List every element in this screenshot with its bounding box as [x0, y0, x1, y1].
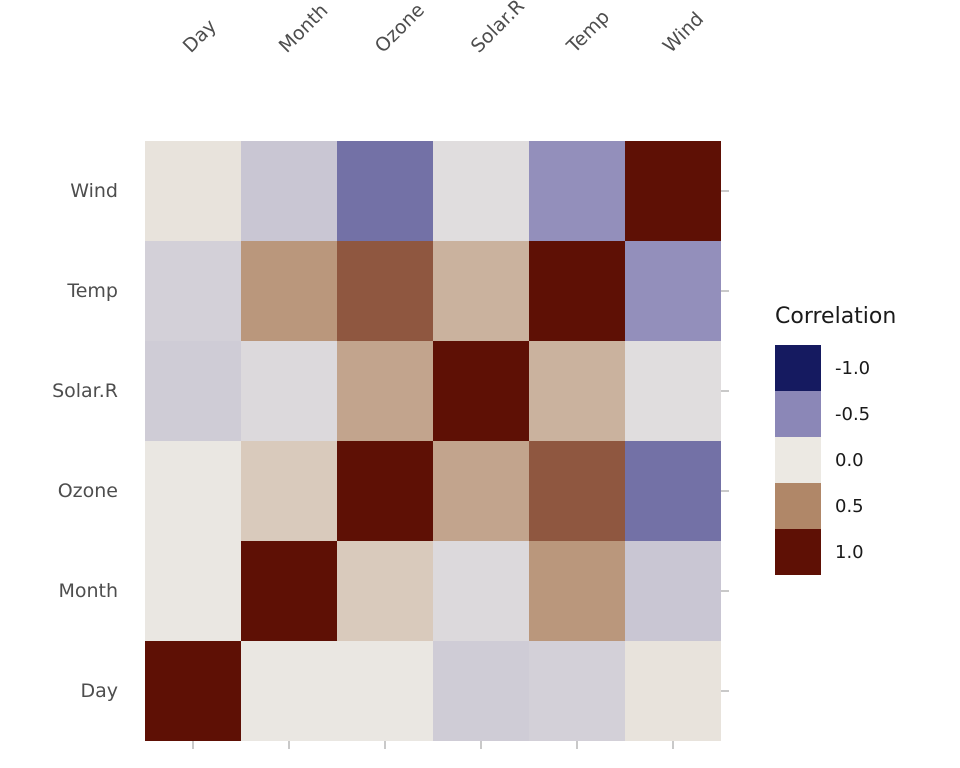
heatmap-cell — [145, 641, 241, 741]
heatmap-cell — [625, 641, 721, 741]
x-axis-label: Ozone — [370, 0, 429, 58]
y-axis-label: Temp — [67, 280, 118, 302]
legend-entry: 1.0 — [775, 529, 896, 575]
heatmap-cell — [625, 341, 721, 441]
heatmap-cell — [625, 241, 721, 341]
axis-tick — [721, 690, 729, 692]
axis-tick — [384, 741, 386, 749]
legend-swatch — [775, 391, 821, 437]
heatmap-cell — [337, 641, 433, 741]
y-axis-label: Ozone — [57, 480, 118, 502]
y-axis-label: Day — [80, 680, 118, 702]
heatmap-cell — [241, 341, 337, 441]
legend-label: 1.0 — [835, 541, 864, 563]
legend-entry: -1.0 — [775, 345, 896, 391]
heatmap-cell — [241, 241, 337, 341]
heatmap-cell — [337, 141, 433, 241]
heatmap-cell — [241, 141, 337, 241]
heatmap-cell — [337, 341, 433, 441]
x-axis-label: Day — [178, 15, 221, 58]
heatmap-cell — [433, 141, 529, 241]
legend-title: Correlation — [775, 304, 897, 329]
y-axis-label: Solar.R — [52, 380, 118, 402]
axis-tick — [288, 741, 290, 749]
axis-tick — [721, 590, 729, 592]
legend-label: 0.5 — [835, 495, 864, 517]
x-axis-label: Wind — [658, 7, 709, 58]
heatmap-cell — [337, 541, 433, 641]
axis-tick — [480, 741, 482, 749]
heatmap-cell — [145, 141, 241, 241]
heatmap-cell — [529, 341, 625, 441]
heatmap-cell — [433, 341, 529, 441]
heatmap-cell — [625, 541, 721, 641]
heatmap-cell — [433, 241, 529, 341]
heatmap-cell — [433, 541, 529, 641]
x-axis-label: Temp — [562, 5, 615, 58]
heatmap-cell — [337, 441, 433, 541]
legend-entry: -0.5 — [775, 391, 896, 437]
heatmap-cell — [241, 541, 337, 641]
heatmap-cell — [241, 641, 337, 741]
y-axis-label: Wind — [70, 180, 118, 202]
heatmap-cell — [433, 441, 529, 541]
axis-tick — [672, 741, 674, 749]
legend-label: -1.0 — [835, 357, 871, 379]
heatmap-cell — [337, 241, 433, 341]
heatmap-cell — [241, 441, 337, 541]
axis-tick — [192, 741, 194, 749]
axis-tick — [721, 490, 729, 492]
x-axis-label: Month — [274, 0, 333, 58]
legend-swatch — [775, 345, 821, 391]
heatmap-cell — [145, 341, 241, 441]
heatmap-cell — [529, 641, 625, 741]
axis-tick — [721, 190, 729, 192]
axis-tick — [721, 390, 729, 392]
legend-entries: -1.0 -0.5 0.0 0.5 1.0 — [775, 345, 896, 575]
y-axis-label: Month — [58, 580, 118, 602]
heatmap-cell — [625, 441, 721, 541]
legend-swatch — [775, 529, 821, 575]
x-axis-label: Solar.R — [466, 0, 529, 58]
heatmap-grid — [145, 141, 721, 741]
legend-swatch — [775, 437, 821, 483]
heatmap-cell — [529, 441, 625, 541]
legend-entry: 0.0 — [775, 437, 896, 483]
legend-label: -0.5 — [835, 403, 871, 425]
heatmap-cell — [529, 541, 625, 641]
legend-label: 0.0 — [835, 449, 864, 471]
heatmap-cell — [145, 541, 241, 641]
heatmap-cell — [529, 241, 625, 341]
heatmap-cell — [145, 441, 241, 541]
legend: Correlation -1.0 -0.5 0.0 0.5 1.0 — [775, 304, 896, 575]
heatmap-cell — [529, 141, 625, 241]
heatmap-cell — [433, 641, 529, 741]
legend-entry: 0.5 — [775, 483, 896, 529]
legend-swatch — [775, 483, 821, 529]
axis-tick — [721, 290, 729, 292]
heatmap-cell — [625, 141, 721, 241]
axis-tick — [576, 741, 578, 749]
heatmap-cell — [145, 241, 241, 341]
